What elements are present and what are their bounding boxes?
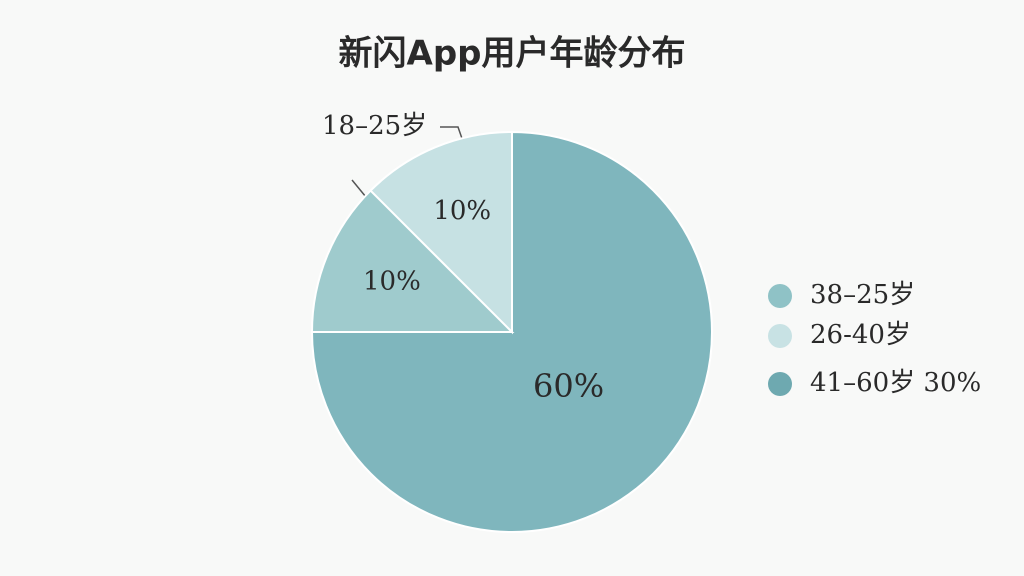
legend-label: 26-40岁 (810, 320, 911, 350)
annotation: 18–25岁 (322, 111, 427, 141)
value-label: 10% (433, 196, 491, 226)
pie-slice (310, 130, 713, 533)
pie-slice (310, 189, 515, 333)
chart-title: 新闪App用户年龄分布 (339, 34, 686, 74)
legend-label: 41–60岁 30% (810, 368, 981, 398)
legend-marker (768, 372, 792, 396)
legend-marker (768, 324, 792, 348)
value-label: 10% (363, 266, 421, 296)
legend-label: 38–25岁 (810, 280, 915, 310)
value-label: 60% (533, 367, 604, 405)
legend-marker (768, 284, 792, 308)
pie-slice (369, 130, 513, 335)
